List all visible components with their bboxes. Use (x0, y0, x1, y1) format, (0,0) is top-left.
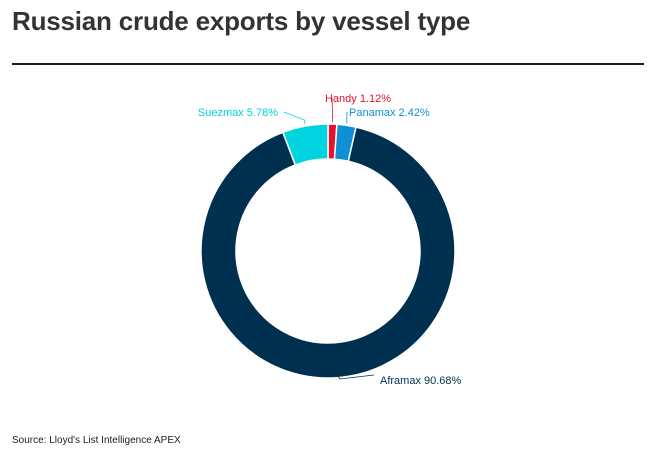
source-note: Source: Lloyd's List Intelligence APEX (12, 435, 181, 446)
label-panamax: Panamax 2.42% (349, 107, 430, 119)
donut-slices (200, 123, 456, 379)
title-divider (12, 63, 644, 65)
chart-title: Russian crude exports by vessel type (12, 6, 471, 36)
leader-aframax (337, 374, 375, 380)
label-aframax: Aframax 90.68% (380, 375, 462, 387)
slice-aframax (200, 126, 456, 379)
label-suezmax: Suezmax 5.78% (198, 107, 278, 119)
leader-suezmax (283, 111, 306, 125)
leader-handy (331, 97, 333, 123)
label-handy: Handy 1.12% (325, 93, 391, 105)
slice-labels: Handy 1.12% Panamax 2.42% Aframax 90.68% Su… (198, 93, 462, 387)
label-leaders (283, 97, 375, 380)
slice-suezmax (281, 123, 329, 166)
